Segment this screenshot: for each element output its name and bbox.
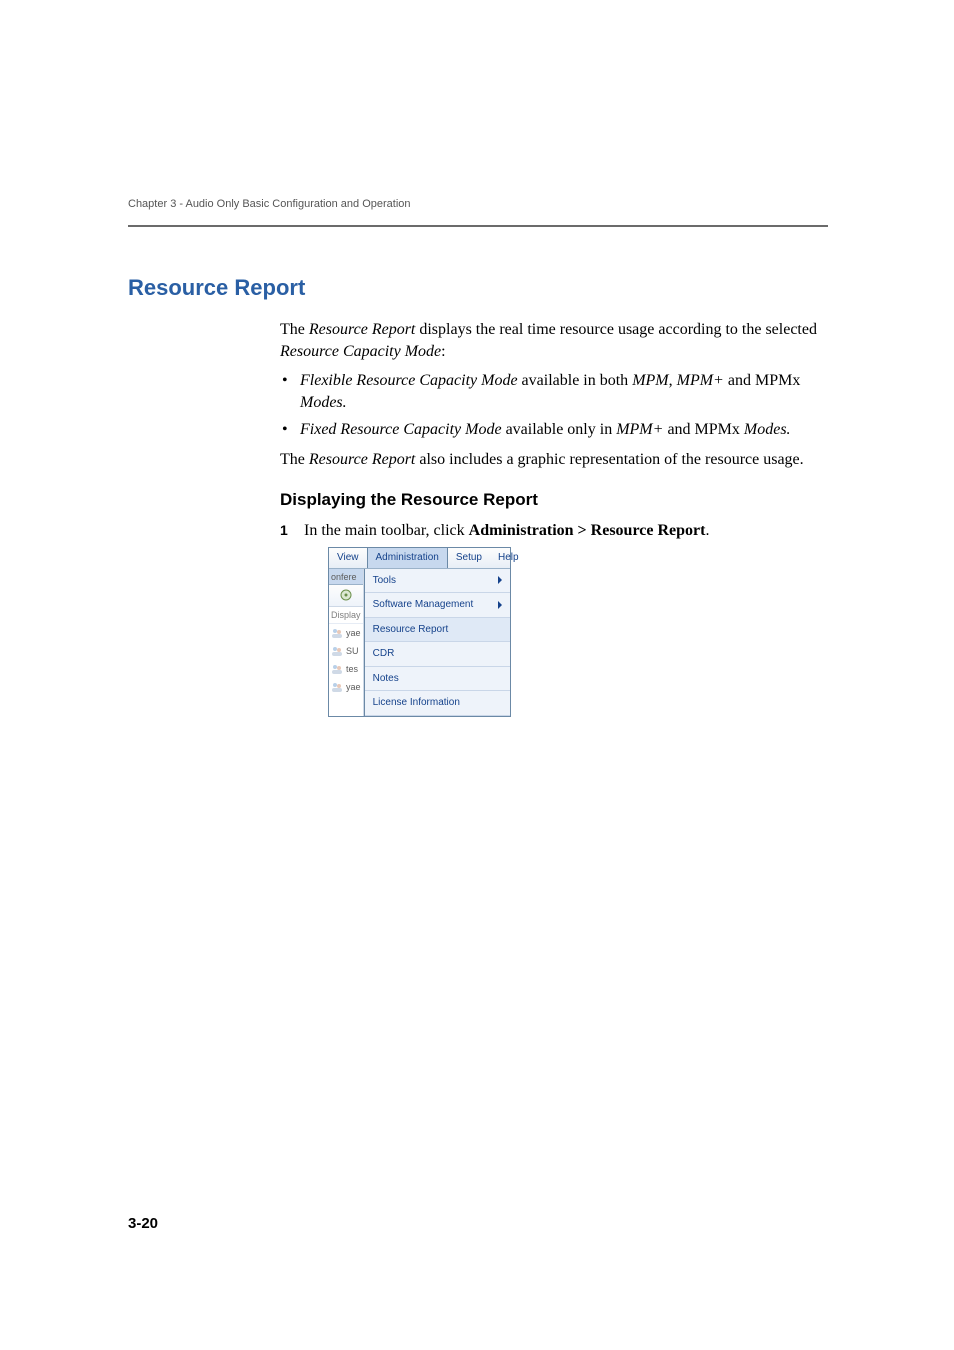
header-rule [128, 225, 828, 227]
bullet-list: Flexible Resource Capacity Mode availabl… [280, 370, 828, 441]
menu-item-software-management[interactable]: Software Management [365, 593, 510, 618]
intro-paragraph: The Resource Report displays the real ti… [280, 319, 828, 362]
users-icon [331, 627, 343, 639]
numbered-steps: 1 In the main toolbar, click Administrat… [280, 520, 828, 717]
menu-item-label: Notes [373, 672, 399, 686]
text: , [669, 372, 677, 389]
text-italic: Modes. [300, 394, 347, 411]
text-italic: MPM [632, 372, 668, 389]
text: In the main toolbar, click [304, 522, 469, 539]
toolbar-icon-row [329, 585, 363, 607]
list-item-label: yae [346, 627, 361, 639]
text-italic: MPM+ [677, 372, 724, 389]
list-item[interactable]: tes [329, 660, 363, 678]
body-text: The Resource Report displays the real ti… [280, 319, 828, 717]
menu-item-label: Tools [373, 574, 396, 588]
list-item-label: yae [346, 681, 361, 693]
heading-displaying-report: Displaying the Resource Report [280, 489, 828, 512]
graphic-rep-paragraph: The Resource Report also includes a grap… [280, 449, 828, 471]
text: The [280, 321, 309, 338]
menu-item-resource-report[interactable]: Resource Report [365, 618, 510, 643]
text: available only in [502, 421, 617, 438]
step-1: 1 In the main toolbar, click Administrat… [280, 520, 828, 717]
text-italic: Flexible Resource Capacity Mode [300, 372, 518, 389]
menu-setup[interactable]: Setup [448, 548, 490, 568]
list-item[interactable]: yae [329, 678, 363, 696]
text: also includes a graphic representation o… [415, 451, 803, 468]
menu-item-label: Resource Report [373, 623, 449, 637]
screenshot-admin-menu: View Administration Setup Help onfere [328, 547, 511, 717]
menu-item-tools[interactable]: Tools [365, 569, 510, 594]
heading-resource-report: Resource Report [128, 275, 828, 301]
left-panel-section-label: Display [329, 607, 363, 624]
menu-administration[interactable]: Administration [367, 547, 448, 568]
text: available in both [518, 372, 633, 389]
menu-view[interactable]: View [329, 548, 367, 568]
menu-item-license-information[interactable]: License Information [365, 691, 510, 716]
text-italic: Modes. [744, 421, 791, 438]
screenshot-body: onfere Display yae [329, 569, 510, 716]
menu-item-label: CDR [373, 647, 395, 661]
content-area: Resource Report The Resource Report disp… [128, 275, 828, 727]
text: displays the real time resource usage ac… [415, 321, 817, 338]
text-italic: Fixed Resource Capacity Mode [300, 421, 502, 438]
page-number: 3-20 [128, 1215, 158, 1232]
bullet-flexible-mode: Flexible Resource Capacity Mode availabl… [280, 370, 828, 413]
text-italic: Resource Capacity Mode [280, 343, 441, 360]
menu-item-notes[interactable]: Notes [365, 667, 510, 692]
bullet-fixed-mode: Fixed Resource Capacity Mode available o… [280, 419, 828, 441]
menubar: View Administration Setup Help [329, 548, 510, 569]
administration-dropdown: Tools Software Management Resource Repor… [364, 569, 510, 716]
text: and MPMx [663, 421, 743, 438]
text: and MPMx [724, 372, 800, 389]
text-bold: Administration > Resource Report [469, 522, 706, 539]
chevron-right-icon [498, 576, 502, 584]
menu-item-label: License Information [373, 696, 460, 710]
menu-item-label: Software Management [373, 598, 474, 612]
gear-icon[interactable] [339, 588, 353, 602]
left-panel-header: onfere [329, 569, 363, 585]
chevron-right-icon [498, 601, 502, 609]
users-icon [331, 681, 343, 693]
text: : [441, 343, 445, 360]
list-item[interactable]: yae [329, 624, 363, 642]
text: The [280, 451, 309, 468]
text-italic: Resource Report [309, 451, 415, 468]
list-item[interactable]: SU [329, 642, 363, 660]
list-item-label: SU [346, 645, 359, 657]
menu-item-cdr[interactable]: CDR [365, 642, 510, 667]
text-italic: MPM+ [616, 421, 663, 438]
running-head: Chapter 3 - Audio Only Basic Configurati… [128, 198, 411, 210]
users-icon [331, 645, 343, 657]
text: . [705, 522, 709, 539]
left-panel: onfere Display yae [329, 569, 364, 716]
text-italic: Resource Report [309, 321, 415, 338]
users-icon [331, 663, 343, 675]
menu-help[interactable]: Help [490, 548, 527, 568]
step-number: 1 [280, 521, 288, 540]
list-item-label: tes [346, 663, 358, 675]
